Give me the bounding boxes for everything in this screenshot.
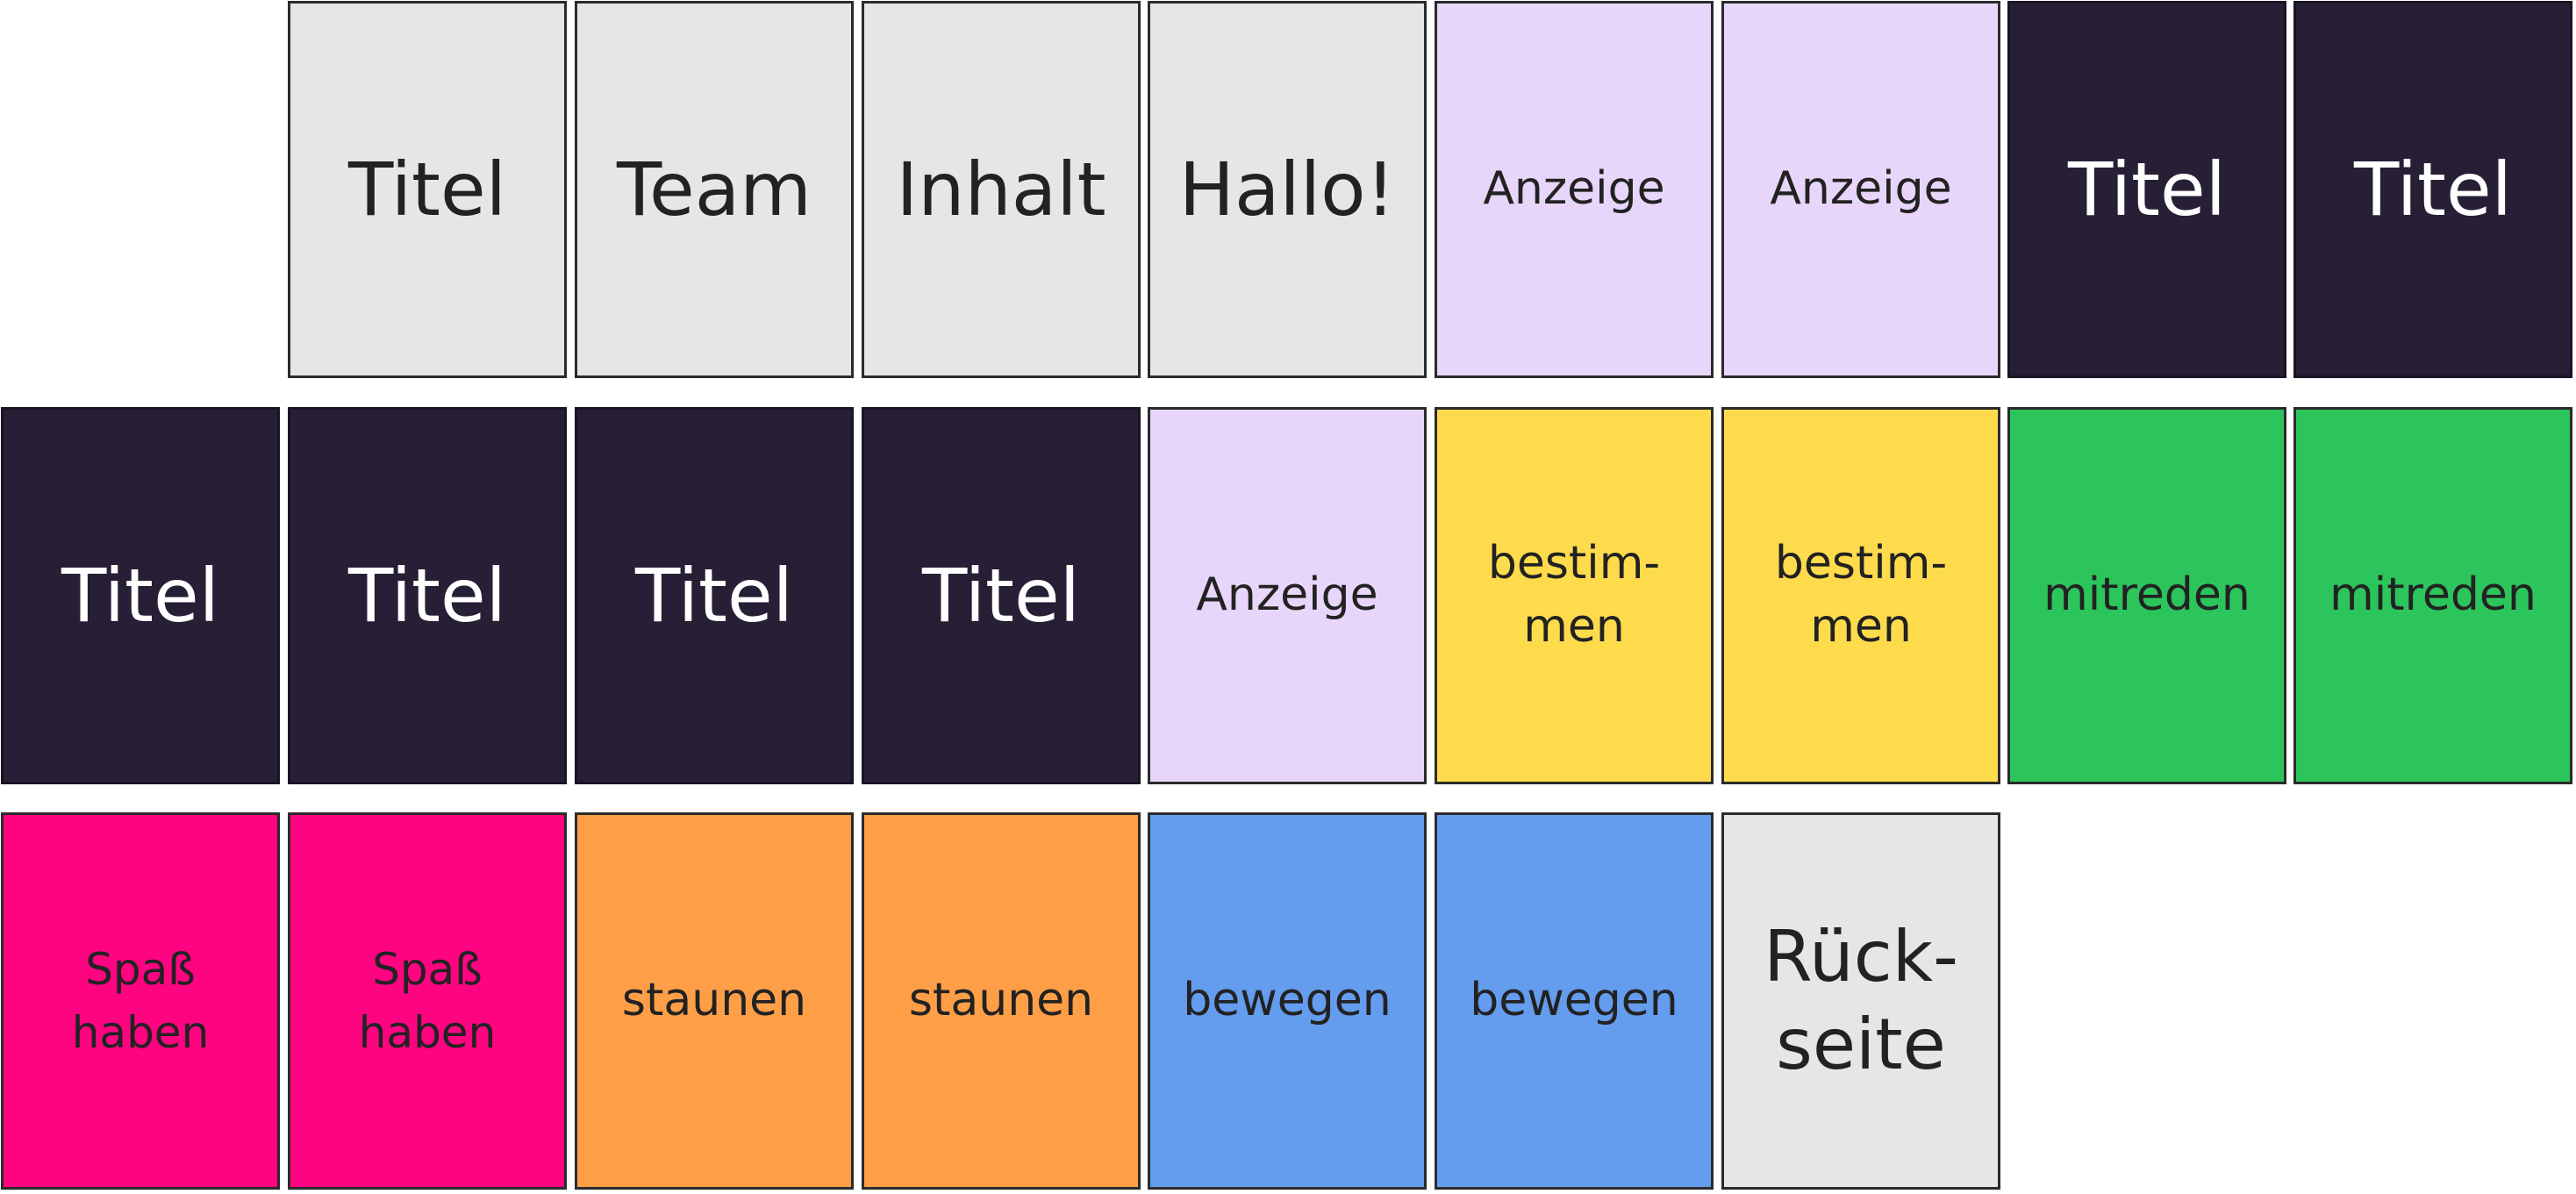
card-label: Titel — [2067, 146, 2227, 232]
card-titel[interactable]: Titel — [2293, 1, 2572, 378]
card-label: bewegen — [1470, 974, 1678, 1027]
card-bewegen[interactable]: bewegen — [1148, 812, 1427, 1190]
card-inhalt[interactable]: Inhalt — [862, 1, 1141, 378]
card-hallo[interactable]: Hallo! — [1148, 1, 1427, 378]
card-label: mitreden — [2329, 568, 2537, 622]
card-label: Hallo! — [1178, 146, 1396, 232]
card-bestimmen[interactable]: bestim-men — [1435, 407, 1714, 784]
card-label: Titel — [634, 552, 794, 639]
card-label: Anzeige — [1196, 568, 1378, 622]
card-titel[interactable]: Titel — [288, 407, 567, 784]
card-label: Spaß haben — [71, 943, 210, 1059]
card-mitreden[interactable]: mitreden — [2007, 407, 2286, 784]
card-team[interactable]: Team — [575, 1, 854, 378]
card-mitreden[interactable]: mitreden — [2293, 407, 2572, 784]
card-label: Titel — [61, 552, 220, 639]
card-bestimmen[interactable]: bestim-men — [1721, 407, 2000, 784]
card-titel[interactable]: Titel — [2007, 1, 2286, 378]
card-label: Titel — [347, 146, 507, 232]
card-titel[interactable]: Titel — [575, 407, 854, 784]
card-spass-haben[interactable]: Spaß haben — [1, 812, 280, 1190]
card-label: staunen — [908, 974, 1094, 1027]
card-label: Team — [616, 146, 812, 232]
card-label: Inhalt — [896, 146, 1106, 232]
card-label: Anzeige — [1770, 162, 1952, 216]
card-anzeige[interactable]: Anzeige — [1721, 1, 2000, 378]
card-label: bestim-men — [1774, 537, 1948, 653]
card-anzeige[interactable]: Anzeige — [1148, 407, 1427, 784]
card-label: bewegen — [1183, 974, 1392, 1027]
card-label: mitreden — [2043, 568, 2250, 622]
card-label: Spaß haben — [358, 943, 497, 1059]
card-rueckseite[interactable]: Rück-seite — [1721, 812, 2000, 1190]
card-staunen[interactable]: staunen — [862, 812, 1141, 1190]
card-label: Titel — [921, 552, 1081, 639]
card-label: Anzeige — [1483, 162, 1665, 216]
card-label: Rück-seite — [1764, 916, 1958, 1085]
card-label: Titel — [347, 552, 507, 639]
card-anzeige[interactable]: Anzeige — [1435, 1, 1714, 378]
card-label: staunen — [621, 974, 807, 1027]
card-titel[interactable]: Titel — [288, 1, 567, 378]
card-titel[interactable]: Titel — [1, 407, 280, 784]
card-staunen[interactable]: staunen — [575, 812, 854, 1190]
card-titel[interactable]: Titel — [862, 407, 1141, 784]
card-bewegen[interactable]: bewegen — [1435, 812, 1714, 1190]
card-label: bestim-men — [1487, 537, 1661, 653]
card-spass-haben[interactable]: Spaß haben — [288, 812, 567, 1190]
card-label: Titel — [2353, 146, 2513, 232]
